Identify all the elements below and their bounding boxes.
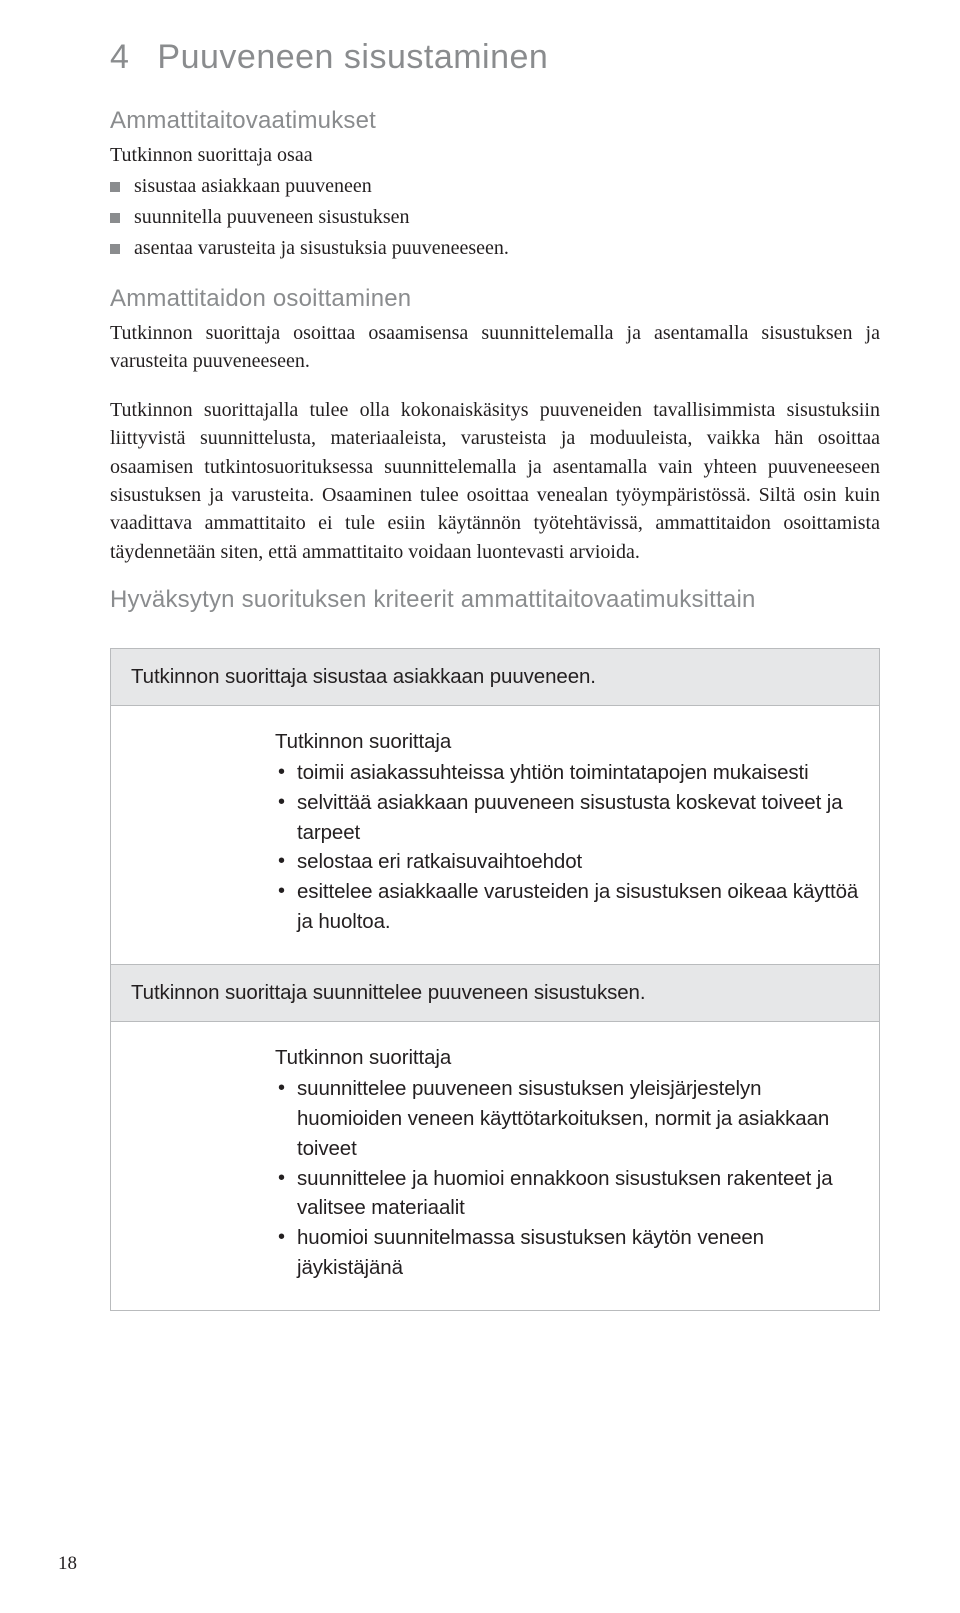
section-number: 4	[110, 38, 129, 76]
criteria-body-2: Tutkinnon suorittaja suunnittelee puuven…	[110, 1022, 880, 1311]
criteria-title-1: Tutkinnon suorittaja sisustaa asiakkaan …	[131, 665, 859, 689]
subheading-criteria: Hyväksytyn suorituksen kriteerit ammatti…	[110, 586, 880, 614]
section-heading: 4 Puuveneen sisustaminen	[110, 38, 880, 77]
criteria-lead-1: Tutkinnon suorittaja	[275, 730, 859, 754]
subheading-demonstration: Ammattitaidon osoittaminen	[110, 285, 880, 313]
para-2: Tutkinnon suorittajalla tulee olla kokon…	[110, 396, 880, 566]
criteria-boxes: Tutkinnon suorittaja sisustaa asiakkaan …	[110, 648, 880, 1311]
list-item: selostaa eri ratkaisuvaihtoehdot	[275, 847, 859, 877]
bullet-text: sisustaa asiakkaan puuveneen	[134, 172, 372, 201]
bullet-item: suunnitella puuveneen sisustuksen	[110, 203, 880, 232]
intro-line: Tutkinnon suorittaja osaa	[110, 141, 880, 170]
criteria-header-1: Tutkinnon suorittaja sisustaa asiakkaan …	[110, 648, 880, 706]
list-item: suunnittelee puuveneen sisustuksen yleis…	[275, 1074, 859, 1163]
square-bullet-icon	[110, 213, 120, 223]
criteria-lead-2: Tutkinnon suorittaja	[275, 1046, 859, 1070]
intro-bullets: sisustaa asiakkaan puuveneensuunnitella …	[110, 172, 880, 263]
page-number: 18	[58, 1553, 77, 1575]
list-item: esittelee asiakkaalle varusteiden ja sis…	[275, 877, 859, 936]
bullet-item: asentaa varusteita ja sisustuksia puuven…	[110, 234, 880, 263]
list-item: suunnittelee ja huomioi ennakkoon sisust…	[275, 1164, 859, 1223]
criteria-list-1: toimii asiakassuhteissa yhtiön toimintat…	[275, 758, 859, 936]
section-title: Puuveneen sisustaminen	[157, 38, 548, 76]
bullet-item: sisustaa asiakkaan puuveneen	[110, 172, 880, 201]
subheading-requirements: Ammattitaitovaatimukset	[110, 107, 880, 135]
para-1: Tutkinnon suorittaja osoittaa osaamisens…	[110, 319, 880, 376]
criteria-title-2: Tutkinnon suorittaja suunnittelee puuven…	[131, 981, 859, 1005]
square-bullet-icon	[110, 182, 120, 192]
bullet-text: asentaa varusteita ja sisustuksia puuven…	[134, 234, 509, 263]
criteria-header-2: Tutkinnon suorittaja suunnittelee puuven…	[110, 964, 880, 1022]
criteria-list-2: suunnittelee puuveneen sisustuksen yleis…	[275, 1074, 859, 1282]
criteria-body-1: Tutkinnon suorittaja toimii asiakassuhte…	[110, 706, 880, 964]
list-item: selvittää asiakkaan puuveneen sisustusta…	[275, 788, 859, 847]
list-item: huomioi suunnitelmassa sisustuksen käytö…	[275, 1223, 859, 1282]
bullet-text: suunnitella puuveneen sisustuksen	[134, 203, 410, 232]
square-bullet-icon	[110, 244, 120, 254]
list-item: toimii asiakassuhteissa yhtiön toimintat…	[275, 758, 859, 788]
